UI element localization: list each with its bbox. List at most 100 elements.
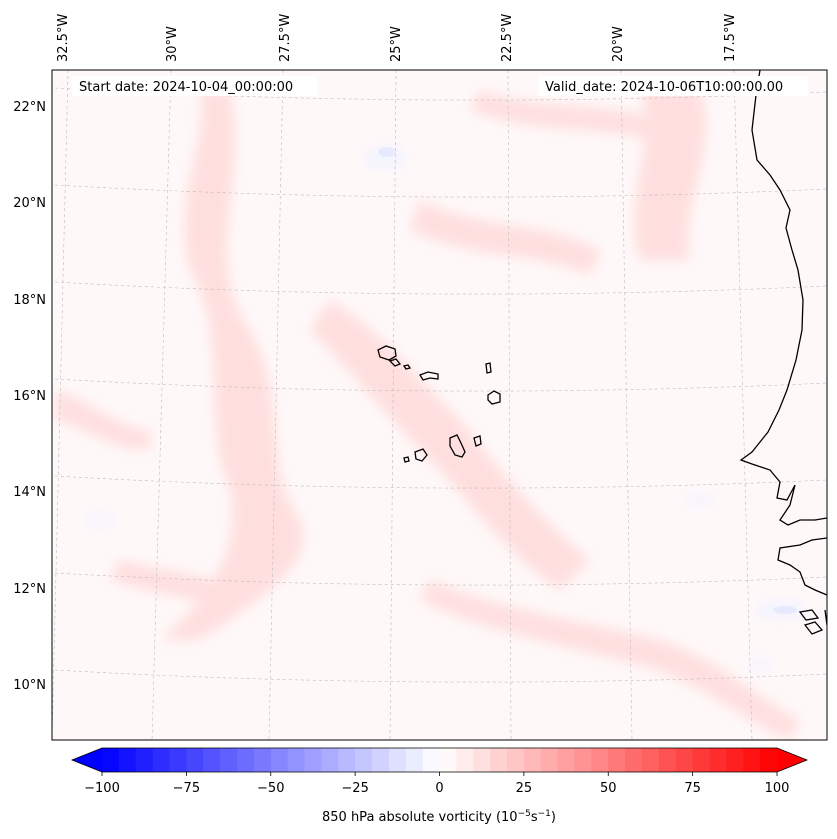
colorbar-segment bbox=[304, 748, 322, 772]
colorbar-segment bbox=[220, 748, 238, 772]
gridline-lon-30w bbox=[151, 70, 172, 740]
colorbar-segments bbox=[102, 748, 778, 772]
lat-label-10n: 10°N bbox=[13, 678, 46, 693]
cape-verde-sal bbox=[485, 362, 492, 374]
colorbar-segment bbox=[203, 748, 221, 772]
latitude-labels: 22°N 20°N 18°N 16°N 14°N 12°N 10°N bbox=[13, 100, 46, 693]
colorbar-segment bbox=[439, 748, 457, 772]
lat-label-14n: 14°N bbox=[13, 485, 46, 500]
gridline-lat-10n bbox=[54, 669, 827, 683]
colorbar-extend-max bbox=[777, 748, 807, 772]
africa-coastline-south bbox=[777, 537, 827, 596]
colorbar-segment bbox=[169, 748, 187, 772]
colorbar-segment bbox=[321, 748, 339, 772]
lon-label-25w: 25°W bbox=[389, 26, 404, 62]
colorbar-segment bbox=[186, 748, 204, 772]
colorbar-segment bbox=[338, 748, 356, 772]
colorbar-tick-label: 50 bbox=[600, 781, 617, 796]
colorbar-segment bbox=[675, 748, 694, 772]
cape-verde-santo-antao bbox=[377, 345, 397, 361]
colorbar-segment bbox=[372, 748, 390, 772]
colorbar-segment bbox=[557, 748, 576, 772]
lat-label-16n: 16°N bbox=[13, 389, 46, 404]
colorbar-segment bbox=[456, 748, 474, 772]
colorbar-segment bbox=[743, 748, 761, 772]
colorbar-segment bbox=[287, 748, 306, 772]
cape-verde-fogo bbox=[414, 448, 428, 462]
gridline-lon-20w bbox=[620, 70, 633, 740]
map-panel[interactable]: Start date: 2024-10-04_00:00:00 Valid_da… bbox=[51, 69, 828, 741]
colorbar-segment bbox=[625, 748, 643, 772]
colorbar-tick-label: −100 bbox=[84, 781, 120, 796]
gridline-lon-32-5w bbox=[52, 70, 69, 740]
colorbar-tick-label: 25 bbox=[516, 781, 533, 796]
lon-label-30w: 30°W bbox=[165, 26, 180, 62]
coastlines bbox=[377, 70, 827, 635]
colorbar-segment bbox=[355, 748, 373, 772]
colorbar-segment bbox=[574, 748, 592, 772]
colorbar-segment bbox=[709, 748, 727, 772]
colorbar-ticks: −100 −75 −50 −25 0 25 50 75 100 bbox=[84, 772, 789, 796]
colorbar-segment bbox=[642, 748, 660, 772]
lon-label-27-5w: 27.5°W bbox=[278, 14, 293, 62]
colorbar-segment bbox=[507, 748, 525, 772]
lat-label-18n: 18°N bbox=[13, 293, 46, 308]
cape-verde-boa-vista bbox=[487, 390, 501, 405]
gridline-lon-25w bbox=[389, 70, 397, 740]
lon-label-22-5w: 22.5°W bbox=[500, 14, 515, 62]
lon-label-17-5w: 17.5°W bbox=[723, 14, 738, 62]
valid-date-label: Valid_date: 2024-10-06T10:00:00.00 bbox=[545, 80, 783, 95]
colorbar-segment bbox=[692, 748, 711, 772]
gridline-lat-12n bbox=[54, 572, 827, 586]
colorbar-segment bbox=[422, 748, 441, 772]
colorbar-segment bbox=[152, 748, 171, 772]
gridline-lat-20n bbox=[54, 184, 827, 198]
gridline-lon-17-5w bbox=[733, 70, 753, 740]
lon-label-32-5w: 32.5°W bbox=[56, 14, 71, 62]
longitude-labels: 32.5°W 30°W 27.5°W 25°W 22.5°W 20°W 17.5… bbox=[56, 14, 738, 62]
cape-verde-maio bbox=[473, 435, 482, 447]
colorbar: −100 −75 −50 −25 0 25 50 75 100 850 hPa absolute… bbox=[70, 747, 809, 825]
colorbar-segment bbox=[608, 748, 626, 772]
gridline-lon-22-5w bbox=[507, 70, 512, 740]
colorbar-tick-label: 75 bbox=[684, 781, 701, 796]
colorbar-segment bbox=[591, 748, 609, 772]
colorbar-segment bbox=[237, 748, 255, 772]
africa-coastline bbox=[739, 70, 827, 526]
colorbar-segment bbox=[658, 748, 677, 772]
cape-verde-santa-luzia bbox=[402, 364, 412, 370]
colorbar-segment bbox=[270, 748, 289, 772]
cape-verde-brava bbox=[403, 456, 410, 463]
colorbar-tick-label: 100 bbox=[765, 781, 790, 796]
lat-label-22n: 22°N bbox=[13, 100, 46, 115]
cape-verde-sao-nicolau bbox=[419, 371, 439, 381]
colorbar-segment bbox=[760, 748, 778, 772]
map-frame bbox=[51, 69, 828, 741]
start-date-box bbox=[72, 76, 317, 96]
cape-verde-sao-vicente bbox=[388, 358, 402, 367]
gridline-lat-16n bbox=[54, 378, 827, 392]
colorbar-segment bbox=[490, 748, 508, 772]
colorbar-segment bbox=[726, 748, 744, 772]
colorbar-segment bbox=[253, 748, 272, 772]
vorticity-field bbox=[55, 90, 808, 740]
lat-label-12n: 12°N bbox=[13, 582, 46, 597]
start-date-label: Start date: 2024-10-04_00:00:00 bbox=[79, 80, 293, 95]
lon-label-20w: 20°W bbox=[611, 26, 626, 62]
colorbar-segment bbox=[523, 748, 542, 772]
colorbar-segment bbox=[388, 748, 407, 772]
colorbar-segment bbox=[118, 748, 137, 772]
gridline-lat-14n bbox=[54, 475, 827, 489]
colorbar-tick-label: −50 bbox=[257, 781, 284, 796]
cape-verde-santiago bbox=[449, 434, 466, 458]
colorbar-tick-label: 0 bbox=[435, 781, 443, 796]
colorbar-label: 850 hPa absolute vorticity (10−5s−1) bbox=[322, 809, 556, 825]
colorbar-tick-label: −25 bbox=[341, 781, 368, 796]
colorbar-segment bbox=[473, 748, 491, 772]
colorbar-tick-label: −75 bbox=[173, 781, 200, 796]
colorbar-segment bbox=[102, 748, 120, 772]
lat-label-20n: 20°N bbox=[13, 196, 46, 211]
colorbar-segment bbox=[540, 748, 559, 772]
valid-date-box bbox=[538, 76, 808, 96]
